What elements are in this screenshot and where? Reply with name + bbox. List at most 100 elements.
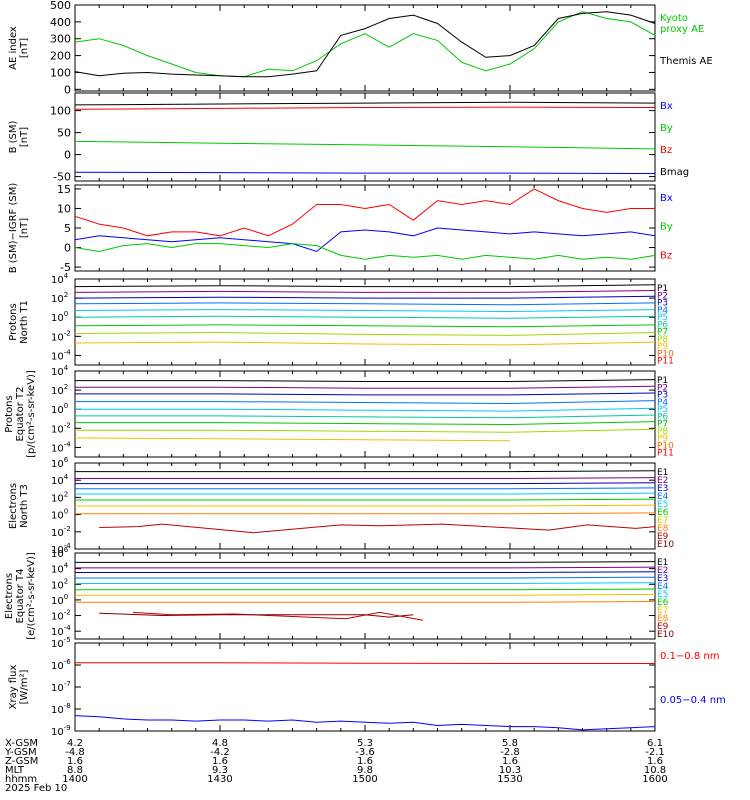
series-line-E4	[75, 487, 656, 490]
series-line-E2	[75, 477, 656, 479]
series-line-E2	[75, 566, 656, 569]
series-line-P8	[75, 428, 656, 433]
legend-entry: By	[660, 222, 673, 233]
legend-entry: P11	[657, 449, 674, 459]
legend-entry: P4	[657, 398, 668, 408]
legend-entry: E6	[657, 508, 669, 518]
series-line-P2	[74, 290, 656, 293]
y-tick-label: 104	[51, 473, 69, 487]
series-line-P3	[75, 392, 656, 396]
series-line-E7	[75, 593, 656, 596]
legend-entry: P1	[657, 376, 668, 386]
series-line-P9	[74, 437, 511, 442]
y-tick-label: 10-2	[51, 609, 71, 623]
footer-value: 1600	[642, 774, 667, 785]
series-line-P4	[74, 302, 656, 306]
footer-value: 9.3	[212, 765, 228, 776]
legend-entry: E8	[657, 524, 669, 534]
y-tick-label: 200	[50, 50, 71, 63]
y-axis-label: Xray flux	[8, 665, 19, 710]
y-axis-label: Protons	[8, 303, 19, 340]
series-line-P7	[75, 421, 656, 426]
legend-entry: E3	[657, 574, 668, 584]
legend-entry: Bx	[660, 101, 673, 112]
y-axis-label: Electrons	[8, 483, 19, 529]
legend-entry: E3	[657, 484, 668, 494]
legend-entry: E7	[657, 606, 668, 616]
series-line-E6	[75, 588, 656, 591]
legend-entry: P9	[657, 342, 668, 352]
footer-value: 10.3	[499, 765, 521, 776]
footer-value: 1.6	[647, 756, 663, 767]
y-tick-label: 0	[64, 149, 71, 162]
y-axis-label: AE index	[8, 26, 19, 70]
series-line-E1	[75, 561, 656, 563]
legend-entry: E7	[657, 516, 668, 526]
footer-row-label: MLT	[5, 765, 25, 776]
y-tick-label: 102	[51, 291, 68, 305]
legend-entry: proxy AE	[660, 24, 704, 35]
legend-entry: P7	[657, 328, 668, 338]
footer-value: 1.6	[502, 756, 518, 767]
footer-value: 6.1	[647, 738, 663, 749]
y-tick-label: 100	[50, 66, 71, 79]
series-line-P4	[75, 400, 656, 405]
y-tick-label: 400	[50, 16, 71, 29]
series-line-E9	[132, 611, 424, 621]
series-line-0.1−0.8-nm	[75, 662, 655, 664]
legend-entry: 0.05−0.4 nm	[660, 695, 726, 706]
panel-frame	[74, 642, 656, 732]
y-axis-label: B (SM)	[8, 120, 19, 153]
legend-entry: E9	[657, 622, 669, 632]
y-tick-label: 100	[51, 593, 68, 607]
legend-entry: Bx	[660, 193, 673, 204]
y-tick-label: 10-2	[51, 525, 71, 539]
y-tick-label: 102	[51, 490, 68, 504]
footer-value: -2.8	[500, 747, 520, 758]
series-line-Bx	[74, 171, 656, 174]
legend-entry: E2	[657, 476, 668, 486]
footer-value: 5.3	[357, 738, 373, 749]
footer-value: 8.8	[67, 765, 83, 776]
series-line-E5	[75, 492, 656, 495]
series-line-Kyoto-proxy-AE	[74, 11, 656, 78]
footer-value: 1500	[352, 774, 377, 785]
footer-value: 4.2	[67, 738, 83, 749]
legend-entry: E1	[657, 558, 668, 568]
legend-entry: By	[660, 123, 673, 134]
y-tick-label: 10-7	[51, 680, 71, 694]
y-tick-label: -50	[53, 171, 71, 184]
y-tick-label: 15	[57, 183, 71, 196]
series-line-P6	[75, 414, 656, 419]
footer-value: -4.8	[65, 747, 85, 758]
footer-value: 1400	[62, 774, 87, 785]
legend-entry: 0.1−0.8 nm	[660, 651, 719, 662]
y-tick-label: 10-5	[51, 636, 71, 650]
footer-value: 1.6	[212, 756, 228, 767]
legend-entry: E10	[657, 630, 674, 640]
y-tick-label: 100	[50, 105, 71, 118]
y-tick-label: 5	[64, 222, 71, 235]
legend-entry: E4	[657, 492, 669, 502]
y-tick-label: 100	[51, 508, 68, 522]
panel-frame	[74, 370, 656, 458]
series-line-Bmag	[74, 101, 656, 106]
legend-entry: P1	[657, 284, 668, 294]
legend-entry: P11	[657, 357, 674, 367]
legend-entry: P8	[657, 335, 668, 345]
panel-xray: 10-9 10-8 10-7 10-6 10-5 Xray flux [W/m²] 0.1−0…	[8, 636, 726, 738]
series-line-P1	[75, 379, 656, 382]
legend-entry: P3	[657, 299, 668, 309]
series-line-E10	[99, 612, 414, 618]
footer-row-label: Y-GSM	[4, 747, 37, 758]
y-tick-label: 10-4	[51, 348, 71, 362]
footer-value: -4.2	[210, 747, 230, 758]
y-tick-label: 50	[57, 127, 71, 140]
series-line-E4	[75, 576, 656, 579]
legend-entry: P2	[657, 383, 668, 393]
y-axis-label: [p/(cm²-s-sr-keV)]	[26, 370, 37, 458]
y-tick-label: 102	[51, 383, 68, 397]
